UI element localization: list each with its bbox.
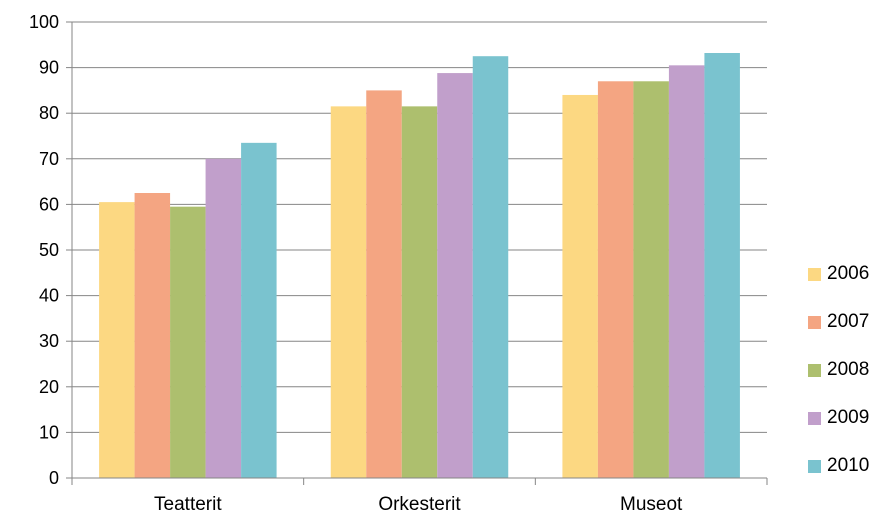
bar-2009-museot	[668, 65, 705, 478]
legend-item: 2009	[808, 406, 869, 430]
legend-label: 2009	[827, 407, 870, 428]
bars	[99, 53, 740, 479]
y-tick-label: 30	[39, 331, 59, 351]
y-tick-label: 40	[39, 286, 59, 306]
bar-2010-teatterit	[241, 142, 277, 478]
legend-swatch	[808, 315, 821, 329]
legend-swatch	[808, 363, 821, 377]
y-tick-label: 80	[39, 103, 59, 123]
bar-2006-museot	[562, 94, 598, 479]
legend-swatch	[808, 267, 821, 281]
legend-swatch	[808, 459, 821, 473]
y-tick-label: 60	[39, 194, 59, 214]
legend-label: 2006	[827, 263, 870, 284]
x-axis-category-labels: Teatterit Orkesterit Museot	[154, 494, 683, 515]
bar-2007-teatterit	[134, 193, 171, 478]
axes	[66, 21, 768, 485]
bar-2009-teatterit	[205, 158, 242, 479]
legend-item: 2010	[808, 454, 869, 478]
legend-item: 2006	[808, 262, 869, 286]
y-tick-label: 10	[39, 422, 59, 442]
bar-2006-teatterit	[99, 202, 135, 478]
x-category-label: Orkesterit	[378, 494, 461, 515]
x-category-label: Museot	[620, 494, 683, 515]
legend-label: 2010	[827, 455, 870, 476]
legend-item: 2007	[808, 310, 869, 334]
bar-2010-orkesterit	[472, 56, 509, 478]
legend-item: 2008	[808, 358, 869, 382]
legend-label: 2008	[827, 359, 870, 380]
y-tick-label: 100	[29, 12, 59, 32]
y-tick-label: 20	[39, 377, 59, 397]
y-tick-label: 50	[39, 240, 59, 260]
bar-2008-orkesterit	[401, 106, 438, 479]
legend-label: 2007	[827, 311, 870, 332]
bar-2008-museot	[633, 81, 669, 478]
bar-2008-teatterit	[170, 206, 206, 478]
bar-2010-museot	[704, 53, 740, 479]
bar-2007-orkesterit	[366, 90, 402, 479]
bar-2009-orkesterit	[437, 73, 473, 479]
x-category-label: Teatterit	[154, 494, 222, 515]
y-tick-label: 90	[39, 58, 59, 78]
bar-2006-orkesterit	[330, 106, 367, 479]
legend-swatch	[808, 411, 821, 425]
y-axis-tick-labels: 0 10 20 30 40 50 60 70 80 90 100	[29, 12, 59, 488]
y-tick-label: 0	[49, 468, 59, 488]
y-tick-label: 70	[39, 149, 59, 169]
bar-2007-museot	[597, 81, 634, 478]
